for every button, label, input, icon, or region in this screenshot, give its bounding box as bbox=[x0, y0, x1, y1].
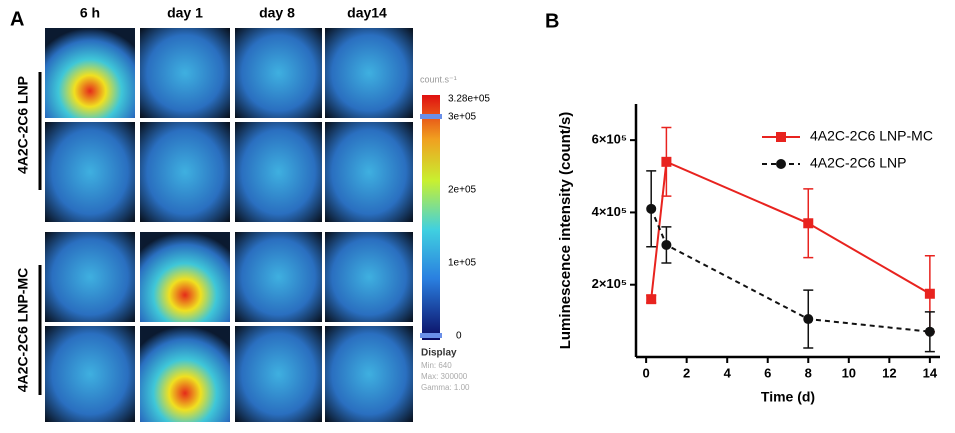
mouse-image bbox=[140, 28, 230, 118]
mouse-image bbox=[325, 326, 413, 422]
legend-label: 4A2C-2C6 LNP bbox=[810, 155, 907, 171]
display-line: Min: 640 bbox=[421, 361, 452, 370]
panel-a: A 6 h day 1 day 8 day14 4A2C-2C6 LNP 4A2… bbox=[10, 5, 490, 422]
y-tick-label: 4×10⁵ bbox=[592, 204, 627, 219]
panel-b: B 0 2 4 6 8 10 12 14 2×10⁵ 4×10⁵ 6×10⁵ Time (d) Lumi… bbox=[545, 10, 940, 405]
mouse-image bbox=[45, 232, 135, 322]
colorbar-label: 2e+05 bbox=[448, 185, 477, 196]
mouse-image bbox=[235, 28, 322, 118]
point bbox=[661, 239, 672, 250]
column-label: day 8 bbox=[259, 5, 295, 21]
point bbox=[803, 314, 814, 325]
colorbar-label: 1e+05 bbox=[448, 258, 477, 269]
group-label: 4A2C-2C6 LNP-MC bbox=[15, 268, 31, 392]
mouse-image bbox=[235, 326, 322, 422]
image-grid bbox=[45, 28, 413, 422]
x-tick-label: 14 bbox=[923, 365, 938, 380]
mouse-image bbox=[325, 28, 413, 118]
display-line: Max: 300000 bbox=[421, 372, 468, 381]
panel-label: B bbox=[545, 10, 559, 32]
legend-marker bbox=[776, 159, 786, 169]
series-line bbox=[650, 208, 930, 333]
point bbox=[924, 288, 935, 299]
mouse-image bbox=[45, 122, 135, 222]
column-label: day14 bbox=[347, 5, 387, 21]
colorbar-label: 3.28e+05 bbox=[448, 94, 490, 105]
mouse-image bbox=[140, 232, 230, 322]
column-label: 6 h bbox=[80, 5, 100, 21]
point bbox=[803, 218, 814, 229]
colorbar bbox=[422, 95, 440, 340]
y-tick-label: 6×10⁵ bbox=[592, 132, 627, 147]
mouse-image bbox=[45, 28, 135, 118]
legend-label: 4A2C-2C6 LNP-MC bbox=[810, 128, 933, 144]
x-tick-label: 2 bbox=[683, 365, 690, 380]
colorbar-label: 3e+05 bbox=[448, 112, 477, 123]
mouse-image bbox=[325, 232, 413, 322]
legend-marker bbox=[776, 132, 786, 142]
colorbar-label: 0 bbox=[456, 331, 462, 342]
mouse-image bbox=[235, 122, 322, 222]
point bbox=[646, 294, 657, 305]
x-tick-label: 12 bbox=[882, 365, 896, 380]
x-axis-label: Time (d) bbox=[761, 389, 815, 405]
y-tick-label: 2×10⁵ bbox=[592, 276, 627, 291]
display-title: Display bbox=[421, 348, 457, 359]
series-line bbox=[650, 160, 931, 300]
mouse-image bbox=[235, 232, 322, 322]
column-label: day 1 bbox=[167, 5, 203, 21]
panel-label: A bbox=[10, 8, 24, 30]
point bbox=[646, 203, 657, 214]
mouse-image bbox=[325, 122, 413, 222]
mouse-image bbox=[45, 326, 135, 422]
x-tick-label: 0 bbox=[643, 365, 650, 380]
mouse-image bbox=[140, 326, 230, 422]
mouse-image bbox=[140, 122, 230, 222]
x-tick-label: 8 bbox=[805, 365, 812, 380]
colorbar-handle bbox=[420, 114, 442, 119]
point bbox=[924, 326, 935, 337]
colorbar-unit: count.s⁻¹ bbox=[420, 74, 457, 84]
group-label: 4A2C-2C6 LNP bbox=[15, 76, 31, 174]
x-tick-label: 4 bbox=[724, 365, 732, 380]
x-tick-label: 6 bbox=[764, 365, 771, 380]
point bbox=[661, 156, 672, 167]
display-line: Gamma: 1.00 bbox=[421, 383, 470, 392]
x-tick-label: 10 bbox=[842, 365, 856, 380]
y-axis-label: Luminescence intensity (count/s) bbox=[557, 112, 574, 350]
colorbar-handle bbox=[420, 333, 442, 338]
